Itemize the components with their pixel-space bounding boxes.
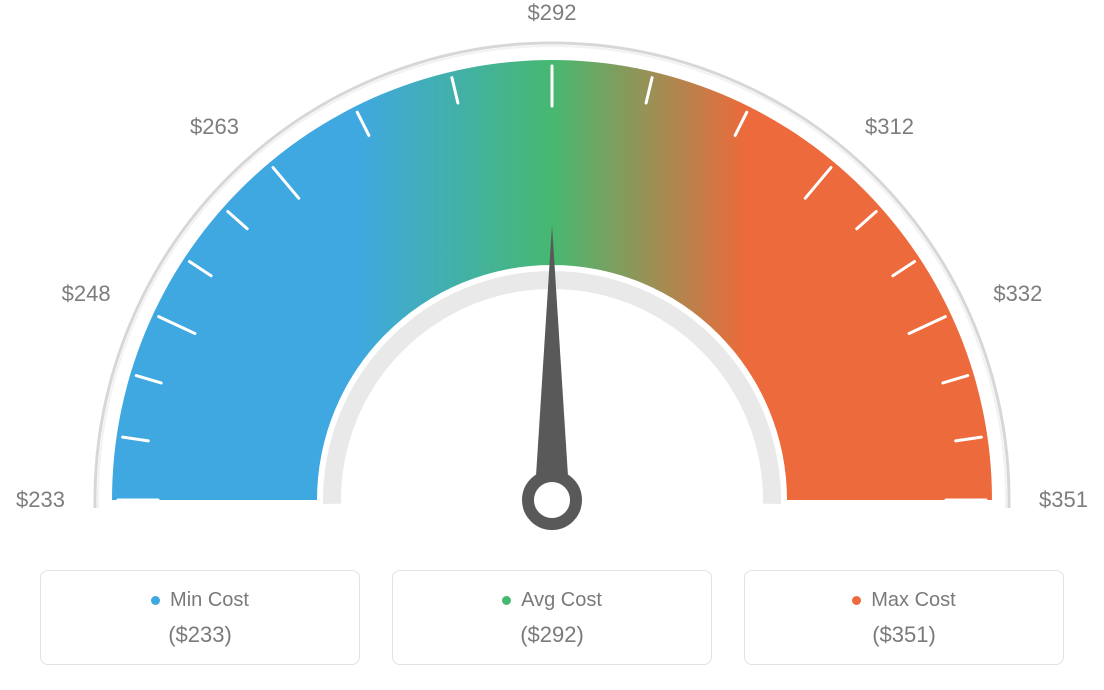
max-cost-label: Max Cost [871,589,955,612]
avg-cost-card: Avg Cost ($292) [392,570,712,665]
svg-text:$332: $332 [993,281,1042,306]
avg-dot-icon [502,596,511,605]
avg-cost-value: ($292) [403,622,701,648]
summary-cards: Min Cost ($233) Avg Cost ($292) Max Cost… [0,570,1104,665]
min-dot-icon [151,596,160,605]
svg-text:$351: $351 [1039,487,1088,512]
svg-text:$233: $233 [16,487,65,512]
svg-text:$312: $312 [865,114,914,139]
min-cost-card: Min Cost ($233) [40,570,360,665]
max-cost-card: Max Cost ($351) [744,570,1064,665]
svg-text:$292: $292 [528,0,577,25]
gauge-chart: $233 $248 $263 $292 $312 $332 $351 [0,0,1104,560]
max-cost-value: ($351) [755,622,1053,648]
avg-cost-label: Avg Cost [521,589,602,612]
max-dot-icon [852,596,861,605]
min-cost-value: ($233) [51,622,349,648]
svg-text:$263: $263 [190,114,239,139]
min-cost-label: Min Cost [170,589,249,612]
svg-text:$248: $248 [62,281,111,306]
